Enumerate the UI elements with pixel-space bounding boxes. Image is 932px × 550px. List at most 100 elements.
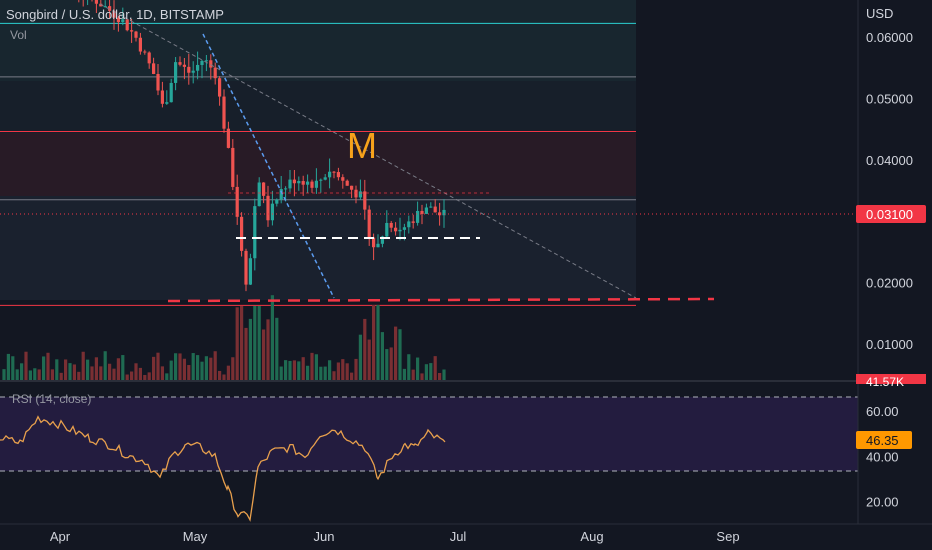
volume-bar (15, 369, 19, 381)
symbol-title[interactable]: Songbird / U.S. dollar, 1D, BITSTAMP (6, 7, 224, 22)
rsi-pane (0, 396, 858, 522)
candle-body (350, 185, 354, 190)
volume-bar (200, 361, 204, 381)
zones-layer (0, 0, 636, 300)
volume-bar (130, 371, 134, 381)
volume-bar (345, 363, 349, 381)
candle-body (420, 210, 424, 214)
support-dashed-line[interactable] (167, 297, 715, 303)
m-annotation[interactable]: M (347, 125, 377, 166)
candle-body (160, 90, 164, 104)
candle-body (328, 171, 332, 178)
volume-bar (42, 356, 46, 381)
candle-body (204, 60, 208, 62)
candle-body (416, 210, 420, 223)
descending-trendline[interactable] (99, 3, 637, 299)
candle-body (121, 19, 125, 23)
price-axis[interactable]: USD 0.060000.050000.040000.020000.01000 … (856, 0, 926, 524)
rsi-tick-label: 20.00 (866, 494, 899, 509)
volume-bar (28, 370, 32, 381)
steep-trendline[interactable] (202, 33, 335, 299)
time-axis[interactable]: Apr May Jun Jul Aug Sep (0, 523, 932, 544)
candle-body (262, 182, 266, 196)
candle-body (174, 62, 178, 83)
volume-bar (367, 339, 371, 381)
volume-label[interactable]: Vol (10, 28, 27, 42)
volume-bar (81, 351, 85, 381)
rsi-value: 46.35 (866, 433, 899, 448)
candle-body (147, 52, 151, 64)
candle-body (367, 209, 371, 238)
candle-body (213, 67, 217, 79)
candle-body (196, 64, 200, 71)
candle-body (429, 206, 433, 208)
candle-body (244, 250, 248, 285)
volume-bar (174, 353, 178, 381)
volume-bar (222, 374, 226, 381)
range-zone (0, 196, 636, 300)
candle-body (235, 186, 239, 217)
candle-body (284, 188, 288, 190)
candle-body (336, 172, 340, 178)
volume-bar (438, 372, 442, 381)
volume-badge-value: 41.57K (866, 375, 904, 389)
volume-bar (156, 352, 160, 381)
volume-bar (336, 362, 340, 381)
volume-bar (332, 371, 336, 381)
volume-bar (226, 365, 230, 381)
volume-bar (209, 357, 213, 381)
candle-body (99, 3, 103, 7)
candle-body (187, 66, 191, 73)
volume-bar (288, 360, 292, 381)
volume-bar (253, 306, 257, 381)
volume-bar (165, 373, 169, 381)
volume-bar (275, 317, 279, 381)
volume-bar (328, 360, 332, 381)
volume-bar (160, 366, 164, 381)
volume-bar (297, 361, 301, 381)
candle-body (182, 64, 186, 67)
volume-bar (191, 353, 195, 381)
volume-bar (218, 370, 222, 381)
volume-bar (2, 369, 6, 381)
volume-bar (138, 367, 142, 381)
volume-bar (182, 358, 186, 381)
volume-bar (240, 305, 244, 381)
candle-body (257, 182, 261, 207)
candle-body (345, 180, 349, 186)
volume-bar (319, 366, 323, 381)
rsi-line (0, 415, 446, 522)
price-tick-label: 0.01000 (866, 337, 913, 352)
candle-body (433, 206, 437, 213)
candle-body (270, 203, 274, 221)
volume-bar (77, 371, 81, 381)
volume-bar (402, 368, 406, 381)
volume-bar (187, 365, 191, 381)
time-label-sep: Sep (716, 529, 739, 544)
volume-bar (116, 358, 120, 381)
candle-body (275, 199, 279, 204)
candle-body (394, 227, 398, 232)
candle-body (288, 179, 292, 189)
candle-body (248, 258, 252, 285)
candle-body (156, 73, 160, 91)
time-label-may: May (183, 529, 208, 544)
candle-body (332, 171, 336, 173)
candle-body (380, 236, 384, 244)
candle-body (376, 243, 380, 248)
candle-body (411, 221, 415, 223)
volume-bar (213, 351, 217, 381)
candle-body (314, 180, 318, 188)
rsi-label[interactable]: RSI (14, close) (12, 392, 92, 406)
candle-body (341, 177, 345, 181)
rsi-tick-label: 60.00 (866, 404, 899, 419)
candle-body (108, 6, 112, 11)
price-tick-label: 0.05000 (866, 91, 913, 106)
candle-body (209, 60, 213, 68)
rsi-ticks: 60.00 40.00 20.00 (866, 404, 899, 509)
volume-bar (424, 364, 428, 381)
candle-body (200, 60, 204, 65)
trendlines-layer (0, 3, 858, 303)
candle-body (191, 70, 195, 73)
